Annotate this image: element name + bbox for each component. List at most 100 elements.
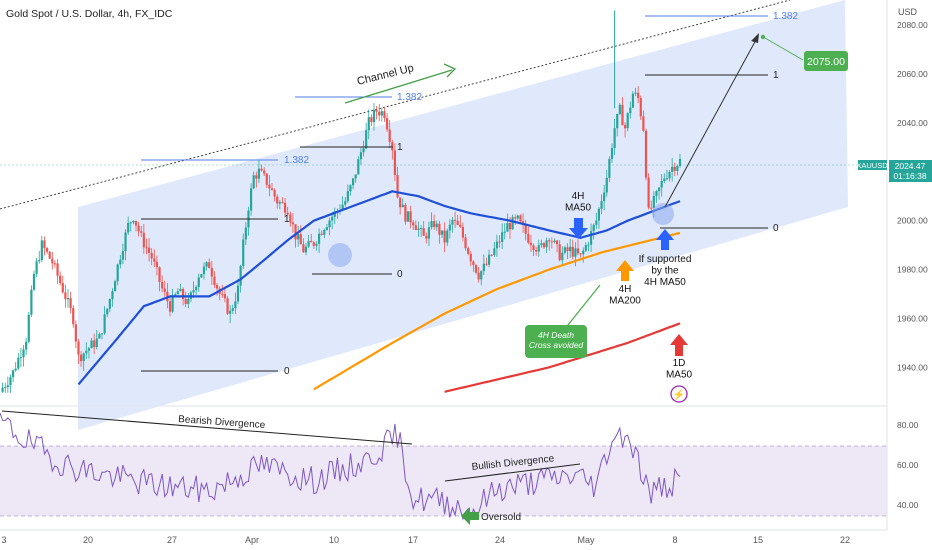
candle-body (359, 152, 363, 160)
candle-body (158, 267, 161, 282)
candle-body (433, 221, 436, 228)
candle-body (555, 240, 559, 245)
candle-body (108, 299, 111, 309)
candle-body (503, 231, 506, 233)
candle-body (393, 150, 397, 175)
candle-body (9, 377, 12, 386)
candle-body (147, 247, 151, 253)
candle-body (548, 240, 551, 242)
candle-body (200, 274, 203, 278)
rsi-tick-label: 80.00 (897, 420, 919, 430)
fib-0-label-b: 0 (397, 269, 403, 280)
candle-body (603, 192, 606, 202)
candle-body (236, 285, 240, 302)
candle-body (587, 244, 590, 246)
candle-body (221, 294, 224, 296)
candle-body (150, 252, 153, 259)
candle-body (435, 223, 438, 228)
candle-body (453, 219, 457, 221)
candle-body (474, 264, 478, 273)
candle-body (140, 231, 143, 233)
candle-body (391, 141, 394, 151)
candle-body (582, 250, 585, 255)
candle-body (137, 225, 140, 232)
ma200-4h-line (313, 231, 681, 391)
death-cross-label: 4H Death Cross avoided (529, 330, 584, 350)
fib-lines (141, 74, 768, 372)
candle-body (443, 230, 446, 243)
candle-body (422, 228, 425, 236)
candle-body (323, 229, 326, 235)
candle-body (35, 261, 38, 274)
candle-body (354, 174, 357, 179)
candle-body (53, 263, 57, 265)
candle-body (252, 175, 255, 189)
candle-body (231, 308, 234, 311)
candle-body (644, 130, 648, 178)
candle-body (192, 290, 195, 293)
candle-body (532, 245, 535, 250)
candle-body (461, 226, 465, 238)
candle-body (419, 228, 423, 230)
candle-body (545, 240, 548, 248)
candle-body (82, 353, 85, 362)
candle-body (550, 241, 553, 243)
candle-body (542, 243, 546, 248)
last-price-tag (858, 160, 887, 170)
lightning-icon[interactable] (670, 385, 688, 403)
candle-body (600, 201, 603, 209)
candle-body (605, 177, 608, 193)
candle-body (535, 249, 538, 252)
candle-body (399, 197, 402, 208)
candle-body (38, 260, 41, 262)
candle-body (294, 224, 297, 240)
candle-series (1, 10, 682, 393)
candle-body (270, 188, 274, 190)
candle-body (569, 246, 572, 252)
candle-body (385, 118, 389, 130)
candle-body (134, 220, 138, 226)
candle-body (527, 233, 530, 243)
candle-body (289, 214, 292, 223)
candle-body (278, 202, 281, 204)
candle-body (333, 211, 336, 217)
candle-body (584, 245, 587, 251)
candle-body (98, 333, 101, 339)
candle-body (27, 314, 30, 342)
candle-body (464, 237, 467, 249)
candle-body (621, 104, 624, 126)
candle-body (634, 92, 637, 94)
currency-label: USD (898, 7, 918, 17)
candle-body (32, 273, 36, 290)
price-tick-label: 2080.00 (897, 20, 928, 30)
last-price-box (889, 160, 932, 182)
candle-body (79, 354, 83, 362)
candle-body (487, 254, 491, 265)
time-tick-label: 17 (408, 535, 418, 545)
candle-body (325, 227, 329, 230)
candle-body (66, 298, 70, 300)
candle-body (171, 295, 174, 312)
candle-body (676, 165, 679, 171)
candle-body (4, 387, 7, 389)
candle-body (153, 258, 156, 262)
candle-body (95, 338, 98, 348)
candle-body (446, 230, 449, 243)
candle-body (574, 248, 577, 257)
candle-body (412, 222, 415, 226)
candle-body (129, 222, 132, 224)
candle-body (93, 340, 96, 348)
candle-body (124, 232, 127, 252)
price-tick-label: 1960.00 (897, 313, 928, 323)
candle-body (106, 308, 109, 315)
price-tick-label: 1940.00 (897, 362, 928, 372)
time-tick-label: 15 (753, 535, 763, 545)
candle-body (111, 291, 114, 300)
candle-body (673, 166, 676, 171)
candle-body (132, 220, 135, 223)
candle-body (208, 262, 211, 269)
candle-body (576, 248, 580, 254)
candle-body (380, 111, 383, 116)
candle-body (315, 243, 318, 246)
candle-body (61, 282, 64, 293)
